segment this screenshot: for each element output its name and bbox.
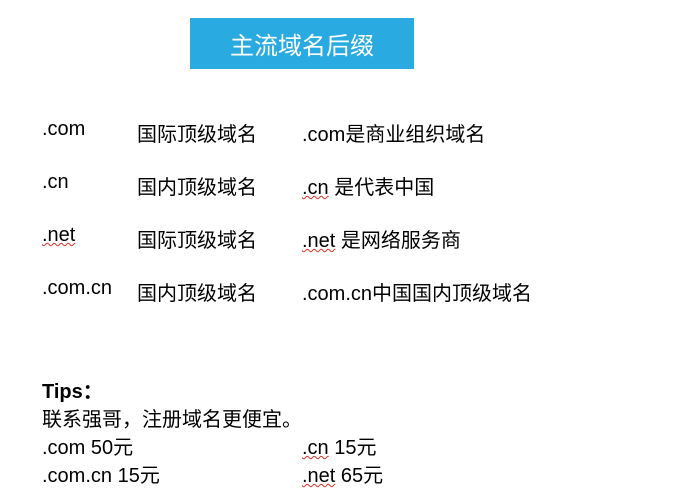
suffix-cell: .cn (42, 171, 137, 200)
suffix-cell: .com.cn (42, 277, 137, 306)
page-title: 主流域名后缀 (190, 18, 414, 69)
desc-cell: .com是商业组织域名 (302, 118, 633, 147)
desc-cell: .cn 是代表中国 (302, 171, 633, 200)
price-right: .cn 15元 (302, 434, 633, 462)
tips-label: Tips： (42, 381, 103, 403)
type-cell: 国际顶级域名 (137, 224, 302, 253)
price-left: .com 50元 (42, 434, 302, 462)
type-cell: 国内顶级域名 (137, 171, 302, 200)
table-row: .com国际顶级域名.com是商业组织域名 (42, 118, 633, 147)
tips-prices: .com 50元.cn 15元.com.cn 15元.net 65元 (42, 434, 633, 490)
table-row: .cn国内顶级域名.cn 是代表中国 (42, 171, 633, 200)
table-row: .net国际顶级域名.net 是网络服务商 (42, 224, 633, 253)
suffix-cell: .com (42, 118, 137, 147)
type-cell: 国际顶级域名 (137, 118, 302, 147)
desc-cell: .net 是网络服务商 (302, 224, 633, 253)
type-cell: 国内顶级域名 (137, 277, 302, 306)
price-row: .com 50元.cn 15元 (42, 434, 633, 462)
price-right: .net 65元 (302, 462, 633, 490)
suffix-cell: .net (42, 224, 137, 253)
desc-cell: .com.cn中国国内顶级域名 (302, 277, 633, 306)
tips-section: Tips： 联系强哥，注册域名更便宜。 .com 50元.cn 15元.com.… (42, 378, 633, 490)
price-row: .com.cn 15元.net 65元 (42, 462, 633, 490)
table-row: .com.cn国内顶级域名.com.cn中国国内顶级域名 (42, 277, 633, 306)
price-left: .com.cn 15元 (42, 462, 302, 490)
domain-table: .com国际顶级域名.com是商业组织域名.cn国内顶级域名.cn 是代表中国.… (42, 118, 633, 330)
tips-line1: 联系强哥，注册域名更便宜。 (42, 406, 633, 434)
